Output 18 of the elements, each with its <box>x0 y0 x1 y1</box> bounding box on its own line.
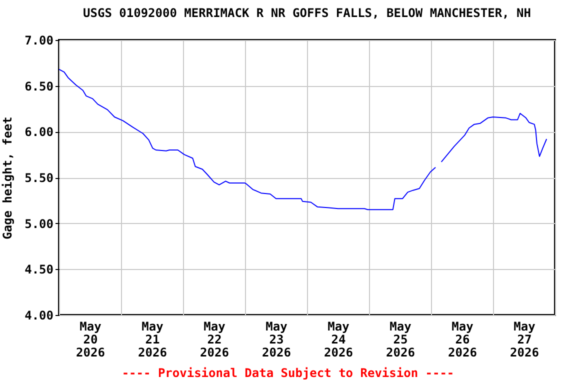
y-tick-label: 6.00 <box>24 125 54 140</box>
y-tick-label: 5.50 <box>24 171 54 185</box>
x-tick-label: May 26 2026 <box>448 320 477 360</box>
x-tick-label: May 27 2026 <box>510 320 539 360</box>
x-tick-label: May 21 2026 <box>138 320 167 360</box>
x-tick-label: May 22 2026 <box>200 320 229 360</box>
x-tick-label: May 24 2026 <box>324 320 353 360</box>
x-tick-label: May 20 2026 <box>76 320 105 360</box>
text: ---- Provisional Data Subject to Revision ---- <box>120 366 456 380</box>
y-tick-label: 4.00 <box>24 308 54 322</box>
y-axis-title: Gage height, feet <box>0 116 15 240</box>
y-tick-label: 6.50 <box>24 79 54 94</box>
y-tick-label: 5.00 <box>24 216 54 231</box>
chart-title: USGS 01092000 MERRIMACK R NR GOFFS FALLS, BELOW MANCHESTER, NH <box>83 6 531 20</box>
y-tick-label: 4.50 <box>24 262 54 277</box>
y-tick-label: 7.00 <box>24 34 54 48</box>
x-tick-label: May 25 2026 <box>386 320 415 360</box>
x-tick-label: May 23 2026 <box>262 320 291 360</box>
